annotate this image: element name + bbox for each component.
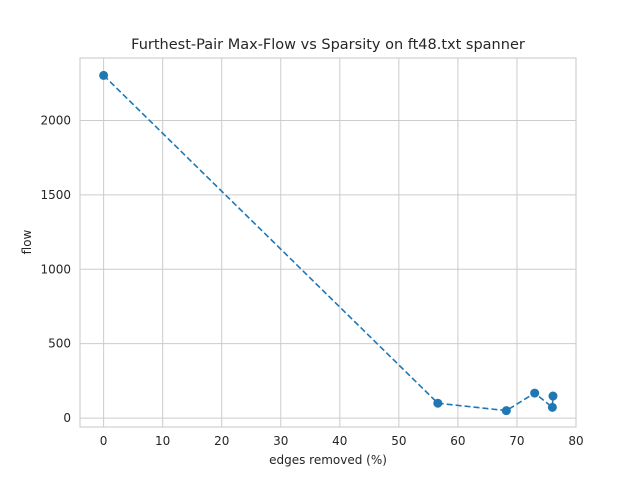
- x-tick-label: 40: [332, 434, 347, 448]
- series-layer: [99, 70, 558, 416]
- x-tick-label: 70: [509, 434, 524, 448]
- data-point: [530, 388, 540, 398]
- x-tick-label: 0: [100, 434, 108, 448]
- plot-frame: [79, 57, 577, 428]
- data-point: [99, 70, 109, 80]
- x-tick-label: 10: [155, 434, 170, 448]
- y-tick-label: 0: [63, 411, 71, 425]
- x-tick-label: 30: [273, 434, 288, 448]
- x-axis-label: edges removed (%): [269, 453, 387, 467]
- x-tick-label: 80: [568, 434, 583, 448]
- chart-title: Furthest-Pair Max-Flow vs Sparsity on ft…: [131, 37, 525, 53]
- x-tick-label: 60: [450, 434, 465, 448]
- data-point: [501, 406, 511, 416]
- y-tick-label: 1000: [40, 262, 71, 276]
- y-tick-label: 500: [48, 337, 71, 351]
- data-point: [547, 402, 557, 412]
- y-axis-label: flow: [20, 229, 34, 254]
- data-point: [548, 391, 558, 401]
- y-tick-label: 2000: [40, 113, 71, 127]
- x-tick-label: 50: [391, 434, 406, 448]
- series-line: [103, 74, 554, 412]
- y-tick-label: 1500: [40, 188, 71, 202]
- x-tick-label: 20: [214, 434, 229, 448]
- grid: [80, 58, 577, 427]
- data-point: [433, 398, 443, 408]
- tick-labels: 0 10 20 30 40 50 60 70 80 0 500 1000 1500 2000: [40, 113, 583, 448]
